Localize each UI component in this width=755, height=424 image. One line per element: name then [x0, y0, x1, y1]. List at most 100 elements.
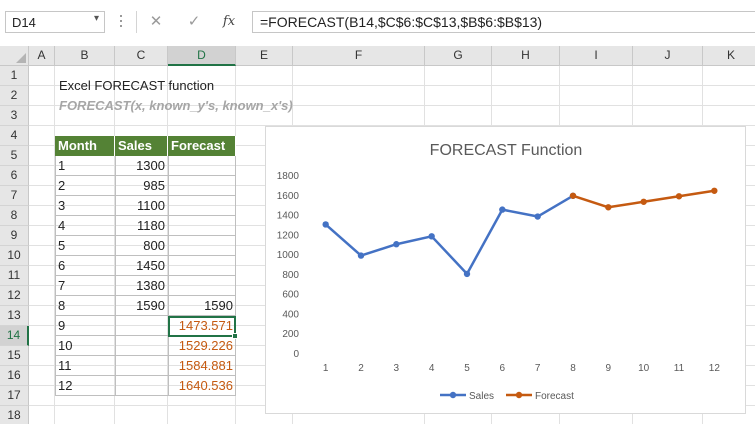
- table-cell-forecast[interactable]: 1529.226: [178, 338, 233, 353]
- row-header-7[interactable]: 7: [0, 186, 29, 206]
- name-box-value: D14: [12, 15, 36, 30]
- row-header-17[interactable]: 17: [0, 386, 29, 406]
- table-cell-month[interactable]: 3: [58, 198, 66, 213]
- table-cell-sales[interactable]: 1100: [137, 198, 165, 213]
- active-cell-border: [168, 316, 236, 337]
- table-cell-forecast[interactable]: [168, 236, 236, 256]
- table-cell-month[interactable]: 4: [58, 218, 66, 233]
- table-cell-sales[interactable]: 1590: [136, 298, 165, 313]
- table-cell-sales[interactable]: [115, 316, 168, 336]
- column-header-d[interactable]: D: [168, 46, 236, 66]
- column-header-b[interactable]: B: [55, 46, 115, 66]
- table-cell-forecast[interactable]: [168, 156, 236, 176]
- table-header-sales[interactable]: Sales: [115, 136, 168, 156]
- table-cell-forecast[interactable]: [168, 176, 236, 196]
- column-header-f[interactable]: F: [293, 46, 425, 66]
- table-cell-sales[interactable]: 985: [143, 178, 165, 193]
- table-cell-month[interactable]: 8: [58, 298, 66, 313]
- x-tick-label: 2: [358, 363, 364, 374]
- row-header-5[interactable]: 5: [0, 146, 29, 166]
- insert-function-icon[interactable]: fx: [222, 14, 236, 29]
- y-tick-label: 1800: [277, 171, 300, 182]
- table-header-month[interactable]: Month: [55, 136, 115, 156]
- x-tick-label: 3: [394, 363, 400, 374]
- table-row-border: [55, 235, 236, 236]
- table-header-forecast[interactable]: Forecast: [168, 136, 236, 156]
- table-cell-month[interactable]: 11: [58, 358, 72, 373]
- table-cell-sales[interactable]: [115, 356, 168, 376]
- table-cell-sales[interactable]: 1300: [136, 158, 165, 173]
- table-cell-sales[interactable]: 1180: [137, 218, 165, 233]
- row-header-14[interactable]: 14: [0, 326, 29, 346]
- forecast-chart[interactable]: FORECAST Function 0 200 400 600 800 1000 1200 14…: [265, 126, 746, 414]
- column-header-j[interactable]: J: [633, 46, 703, 66]
- y-tick-label: 600: [282, 290, 299, 301]
- column-header-i[interactable]: I: [560, 46, 633, 66]
- function-syntax[interactable]: FORECAST(x, known_y's, known_x's): [59, 98, 293, 113]
- formula-input[interactable]: =FORECAST(B14,$C$6:$C$13,$B$6:$B$13): [252, 11, 755, 33]
- table-cell-sales[interactable]: [115, 376, 168, 396]
- table-cell-month[interactable]: 12: [58, 378, 73, 393]
- table-cell-forecast[interactable]: 1473.571: [178, 318, 233, 333]
- column-header-a[interactable]: A: [29, 46, 55, 66]
- row-header-1[interactable]: 1: [0, 66, 29, 86]
- row-header-6[interactable]: 6: [0, 166, 29, 186]
- divider: [136, 11, 137, 33]
- column-gridline: [167, 66, 168, 424]
- x-tick-label: 10: [638, 363, 650, 374]
- name-box[interactable]: D14 ▾: [5, 11, 105, 33]
- table-border: [115, 156, 116, 396]
- row-header-4[interactable]: 4: [0, 126, 29, 146]
- row-header-11[interactable]: 11: [0, 266, 29, 286]
- table-cell-sales[interactable]: [115, 336, 168, 356]
- table-cell-forecast[interactable]: [168, 196, 236, 216]
- row-header-16[interactable]: 16: [0, 366, 29, 386]
- table-row-border: [55, 275, 236, 276]
- column-header-h[interactable]: H: [492, 46, 560, 66]
- table-cell-forecast[interactable]: [168, 256, 236, 276]
- row-header-15[interactable]: 15: [0, 346, 29, 366]
- table-cell-month[interactable]: 1: [58, 158, 66, 173]
- data-point-forecast: [569, 192, 577, 199]
- table-cell-month[interactable]: 6: [58, 258, 66, 273]
- table-cell-sales[interactable]: 1380: [136, 278, 165, 293]
- column-header-c[interactable]: C: [115, 46, 168, 66]
- row-header-12[interactable]: 12: [0, 286, 29, 306]
- row-header-18[interactable]: 18: [0, 406, 29, 424]
- table-row-border: [55, 395, 236, 396]
- row-header-13[interactable]: 13: [0, 306, 29, 326]
- drag-handle-icon[interactable]: [120, 15, 123, 31]
- row-header-3[interactable]: 3: [0, 106, 29, 126]
- column-header-g[interactable]: G: [425, 46, 492, 66]
- table-border: [55, 156, 56, 396]
- table-cell-forecast[interactable]: 1640.536: [178, 378, 233, 393]
- chevron-down-icon[interactable]: ▾: [93, 13, 99, 24]
- fill-handle[interactable]: [232, 333, 238, 339]
- column-header-k[interactable]: K: [703, 46, 755, 66]
- table-row-border: [55, 175, 236, 176]
- row-header-9[interactable]: 9: [0, 226, 29, 246]
- table-cell-forecast[interactable]: [168, 216, 236, 236]
- y-tick-label: 0: [293, 349, 299, 360]
- row-header-8[interactable]: 8: [0, 206, 29, 226]
- enter-icon[interactable]: ✓: [187, 13, 201, 30]
- chart-title: FORECAST Function: [430, 142, 583, 159]
- sheet-title[interactable]: Excel FORECAST function: [59, 78, 215, 93]
- table-cell-month[interactable]: 9: [58, 318, 66, 333]
- table-cell-month[interactable]: 10: [58, 338, 73, 353]
- table-cell-forecast[interactable]: 1584.881: [178, 358, 233, 373]
- table-row-border: [55, 335, 236, 336]
- table-cell-forecast[interactable]: [168, 276, 236, 296]
- table-cell-month[interactable]: 7: [58, 278, 66, 293]
- select-all-button[interactable]: [0, 46, 29, 66]
- table-cell-forecast[interactable]: 1590: [204, 298, 233, 313]
- cancel-icon[interactable]: ✕: [149, 13, 163, 30]
- table-cell-sales[interactable]: 1450: [136, 258, 165, 273]
- row-header-2[interactable]: 2: [0, 86, 29, 106]
- table-cell-month[interactable]: 2: [58, 178, 66, 193]
- column-header-e[interactable]: E: [236, 46, 293, 66]
- row-header-10[interactable]: 10: [0, 246, 29, 266]
- table-cell-month[interactable]: 5: [58, 238, 66, 253]
- table-cell-sales[interactable]: 800: [143, 238, 165, 253]
